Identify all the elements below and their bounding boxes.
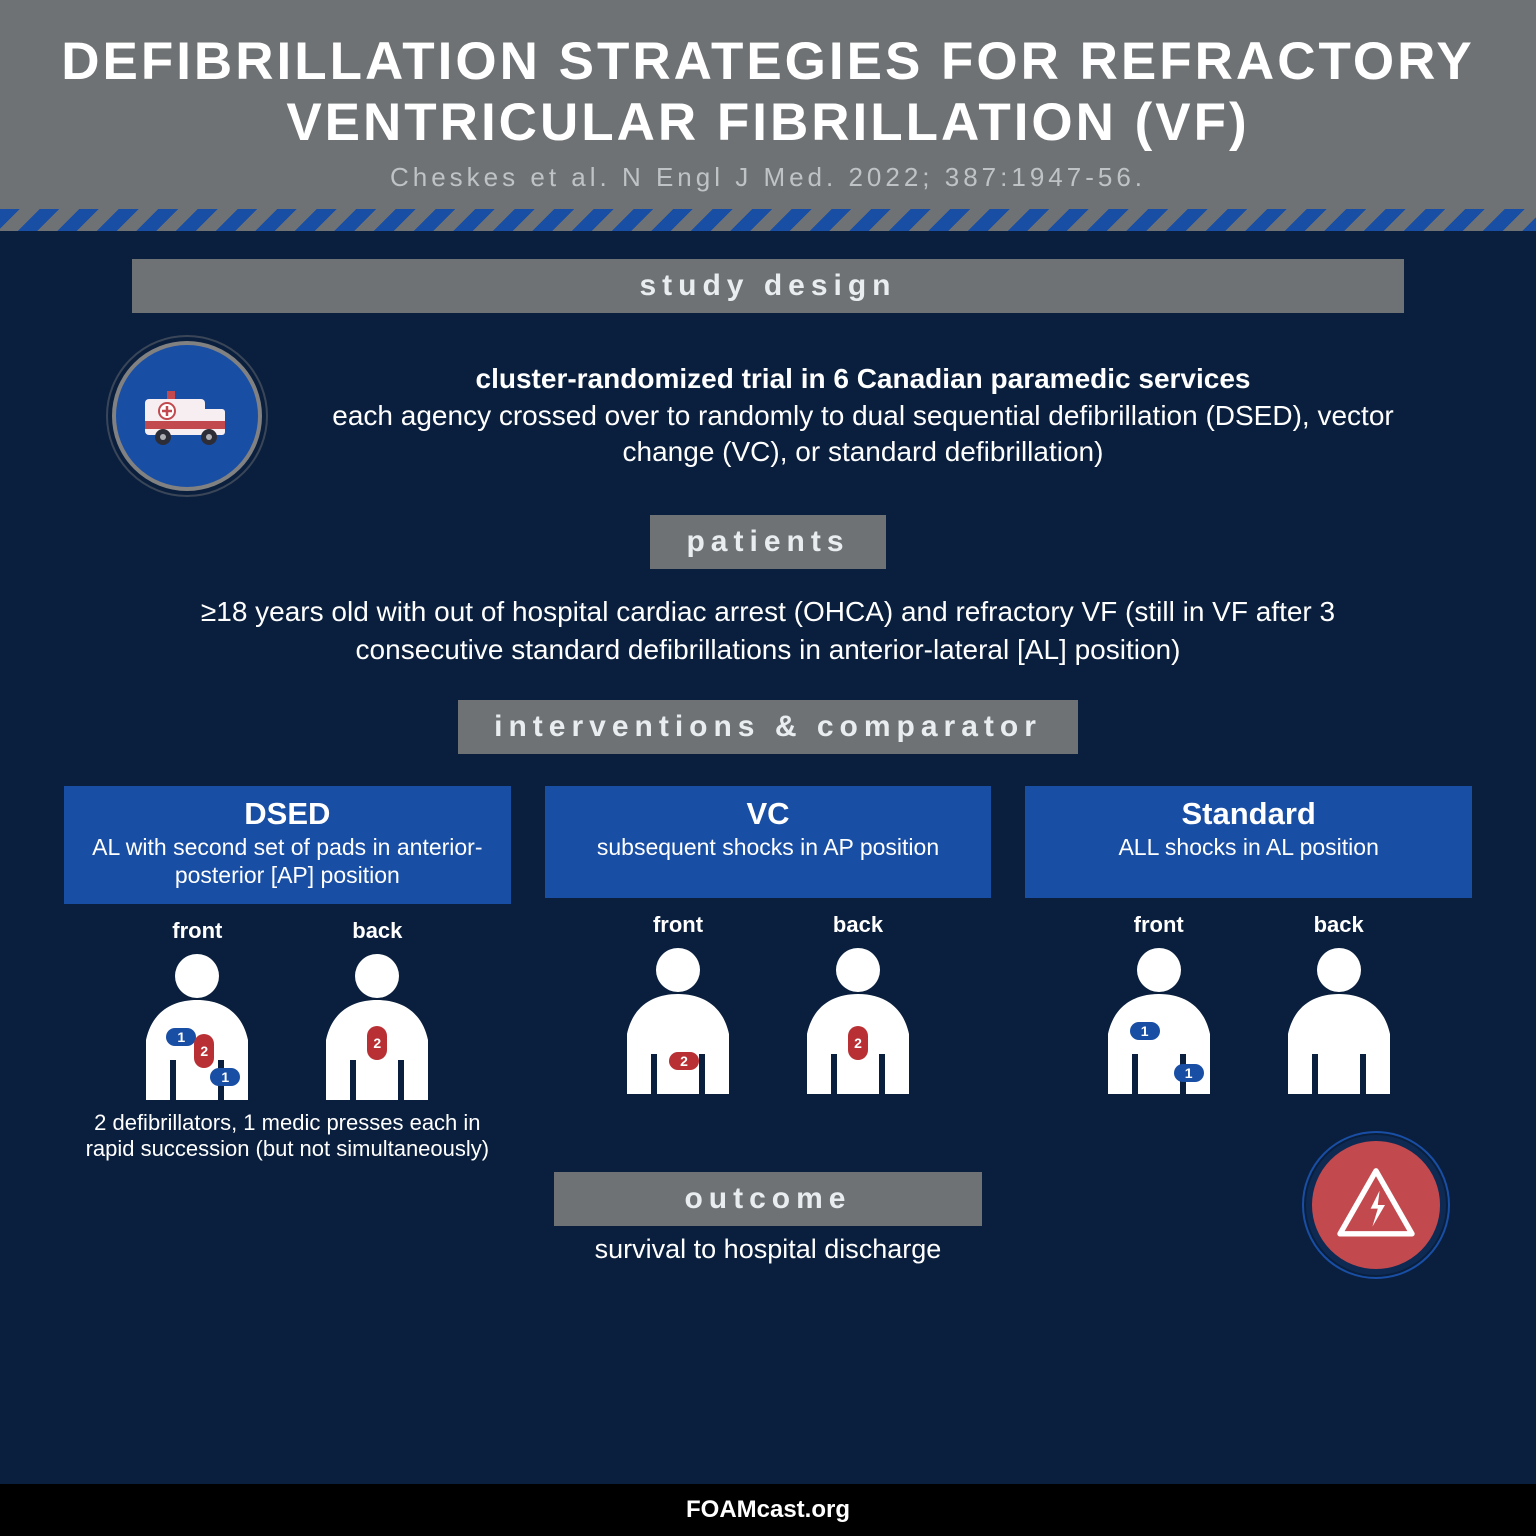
- outcome-label: outcome: [554, 1172, 981, 1226]
- torso-icon: [1274, 944, 1404, 1094]
- pad-2: 2: [194, 1034, 214, 1068]
- pad-1: 1: [1174, 1064, 1204, 1082]
- ambulance-icon: [112, 341, 262, 491]
- footer-bar: FOAMcast.org: [0, 1484, 1536, 1536]
- outcome-text: survival to hospital discharge: [554, 1234, 981, 1265]
- body-front: front11: [1094, 912, 1224, 1094]
- citation-text: Cheskes et al. N Engl J Med. 2022; 387:1…: [24, 162, 1512, 193]
- study-design-bold: cluster-randomized trial in 6 Canadian p…: [476, 363, 1251, 394]
- arm-name: VC: [557, 796, 980, 832]
- torso-icon: 11: [1094, 944, 1224, 1094]
- torso-icon: 121: [132, 950, 262, 1100]
- arm-header: DSEDAL with second set of pads in anteri…: [64, 786, 511, 903]
- bodies-row: front 2 back 2: [545, 912, 992, 1094]
- arm-desc: ALL shocks in AL position: [1037, 834, 1460, 862]
- body-label: front: [1094, 912, 1224, 938]
- pad-1: 1: [1130, 1022, 1160, 1040]
- study-design-text: cluster-randomized trial in 6 Canadian p…: [302, 361, 1424, 470]
- body-front: front 2: [613, 912, 743, 1094]
- study-design-row: cluster-randomized trial in 6 Canadian p…: [112, 341, 1424, 491]
- torso-icon: 2: [613, 944, 743, 1094]
- arm-name: DSED: [76, 796, 499, 832]
- body-label: back: [312, 918, 442, 944]
- bodies-row: front11back: [1025, 912, 1472, 1094]
- arm-standard: StandardALL shocks in AL positionfront11…: [1025, 786, 1472, 1162]
- bodies-row: front121back2: [64, 918, 511, 1100]
- arm-vc: VCsubsequent shocks in AP position front 2…: [545, 786, 992, 1162]
- high-voltage-icon: [1306, 1135, 1446, 1275]
- arm-header: VCsubsequent shocks in AP position: [545, 786, 992, 898]
- pad-1: 1: [166, 1028, 196, 1046]
- body-label: front: [613, 912, 743, 938]
- main-title: DEFIBRILLATION STRATEGIES FOR REFRACTORY…: [24, 32, 1512, 154]
- body-back: back 2: [312, 918, 442, 1100]
- patients-text: ≥18 years old with out of hospital cardi…: [124, 593, 1412, 669]
- pad-2: 2: [367, 1026, 387, 1060]
- body-front: front 121: [132, 918, 262, 1100]
- body-back: back: [1274, 912, 1404, 1094]
- torso-icon: 2: [793, 944, 923, 1094]
- arm-name: Standard: [1037, 796, 1460, 832]
- pad-1: 1: [210, 1068, 240, 1086]
- arm-desc: subsequent shocks in AP position: [557, 834, 980, 862]
- content-area: study design cluster-randomized trial in…: [0, 231, 1536, 1266]
- torso-icon: 2: [312, 950, 442, 1100]
- study-design-label: study design: [132, 259, 1404, 313]
- arms-container: DSEDAL with second set of pads in anteri…: [64, 786, 1472, 1162]
- patients-label: patients: [650, 515, 885, 569]
- body-label: back: [793, 912, 923, 938]
- interventions-label: interventions & comparator: [458, 700, 1078, 754]
- header-banner: DEFIBRILLATION STRATEGIES FOR REFRACTORY…: [0, 0, 1536, 209]
- arm-dsed: DSEDAL with second set of pads in anteri…: [64, 786, 511, 1162]
- pad-2: 2: [669, 1052, 699, 1070]
- stripe-divider: [0, 209, 1536, 231]
- study-design-rest: each agency crossed over to randomly to …: [332, 400, 1393, 467]
- body-label: back: [1274, 912, 1404, 938]
- pad-2: 2: [848, 1026, 868, 1060]
- arm-note: 2 defibrillators, 1 medic presses each i…: [64, 1110, 511, 1163]
- body-label: front: [132, 918, 262, 944]
- body-back: back 2: [793, 912, 923, 1094]
- arm-desc: AL with second set of pads in anterior-p…: [76, 834, 499, 889]
- outcome-row: outcome survival to hospital discharge: [64, 1172, 1472, 1265]
- arm-header: StandardALL shocks in AL position: [1025, 786, 1472, 898]
